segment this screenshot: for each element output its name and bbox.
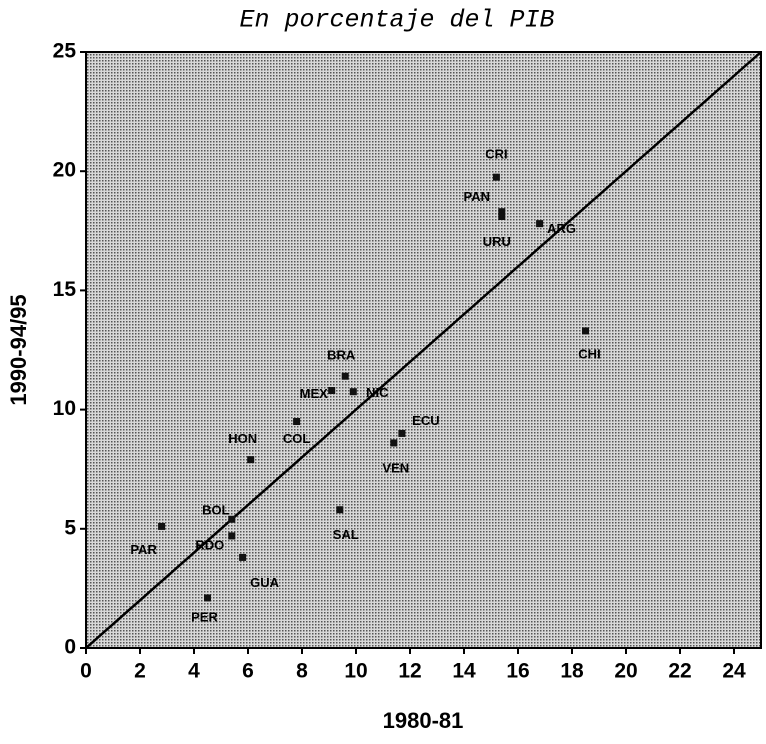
point-label: SAL (333, 527, 359, 542)
point (158, 522, 166, 530)
point (492, 173, 500, 181)
point (582, 327, 589, 335)
x-tick-label: 24 (722, 660, 746, 683)
x-tick-label: 18 (560, 660, 584, 683)
y-tick-label: 15 (53, 278, 77, 301)
x-tick-label: 6 (242, 660, 254, 683)
point (293, 418, 301, 426)
y-axis-label: 1990-94/95 (6, 294, 31, 405)
x-tick-label: 12 (398, 660, 421, 683)
x-tick-label: 16 (506, 660, 529, 683)
point (349, 388, 357, 396)
point (328, 387, 336, 395)
y-tick-label: 25 (53, 40, 77, 63)
point (204, 594, 211, 602)
point-label: RDO (195, 537, 224, 552)
point (341, 372, 349, 380)
x-tick-label: 22 (668, 660, 691, 683)
point (228, 515, 236, 523)
x-tick-label: 2 (134, 660, 146, 683)
point (498, 212, 506, 220)
x-axis-label: 1980-81 (383, 708, 464, 733)
x-tick-label: 4 (188, 660, 200, 683)
y-tick-label: 0 (64, 636, 76, 659)
x-tick-label: 8 (296, 660, 308, 683)
point-label: PAN (464, 189, 490, 204)
point-label: CRI (485, 147, 507, 162)
point (336, 506, 344, 514)
point-label: VEN (382, 460, 409, 475)
y-tick-label: 5 (64, 516, 76, 539)
point (247, 456, 255, 464)
point-label: PER (191, 609, 218, 624)
point-label: NIC (366, 385, 389, 400)
x-tick-label: 0 (80, 660, 92, 683)
x-tick-label: 10 (344, 660, 367, 683)
point-label: HON (228, 431, 257, 446)
diagonal-line (85, 51, 762, 649)
point-label: GUA (250, 575, 280, 590)
point-label: CHI (578, 346, 600, 361)
point (536, 220, 544, 228)
point-label: PAR (130, 542, 157, 557)
point (498, 208, 506, 216)
point-label: ECU (412, 413, 439, 428)
point-label: URU (483, 234, 511, 249)
point-label: BOL (202, 503, 230, 518)
point (228, 532, 236, 540)
point (398, 429, 406, 437)
point-label: BRA (327, 348, 356, 363)
x-tick-label: 14 (452, 660, 476, 683)
x-tick-label: 20 (614, 660, 637, 683)
point-label: MEX (300, 386, 329, 401)
point-label: COL (283, 431, 311, 446)
y-tick-label: 10 (53, 397, 76, 420)
point-label: ARG (547, 221, 576, 236)
y-tick-label: 20 (53, 159, 76, 182)
point (390, 439, 398, 447)
chart-title: En porcentaje del PIB (239, 6, 554, 35)
point (239, 553, 247, 561)
